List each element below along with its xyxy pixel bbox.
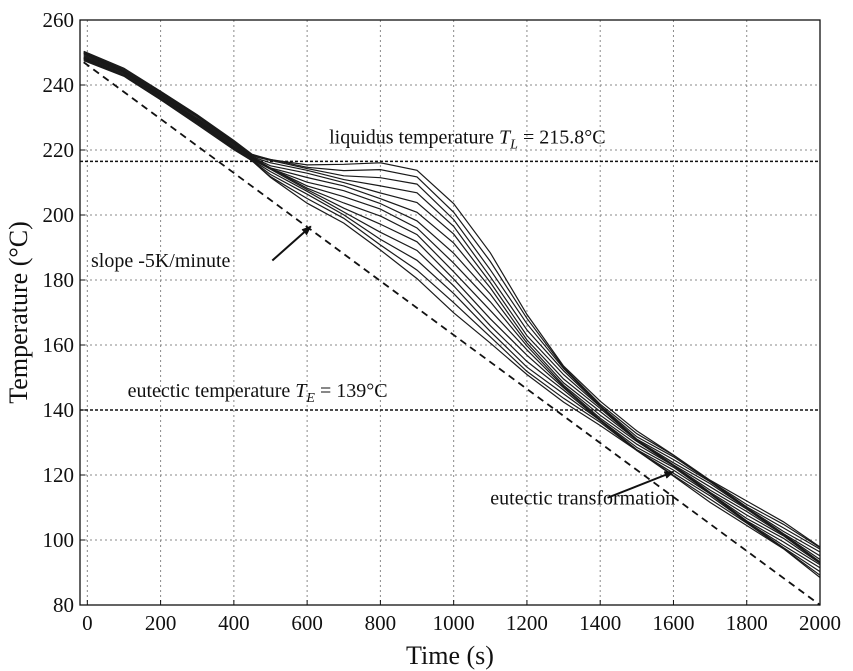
y-tick-label: 160 — [43, 333, 75, 357]
y-tick-label: 220 — [43, 138, 75, 162]
x-tick-label: 1200 — [506, 611, 548, 635]
y-tick-label: 200 — [43, 203, 75, 227]
cooling-curve — [83, 60, 821, 578]
eutectic-annotation: eutectic temperature TE = 139°C — [128, 380, 388, 406]
tick-labels: 0 200 400 600 800 1000 1200 1400 1600 1800 2000 80 1… — [43, 8, 842, 635]
cooling-curve — [83, 53, 821, 560]
slope-arrow — [271, 225, 312, 262]
x-axis-label: Time (s) — [406, 641, 494, 670]
y-axis-label: Temperature (°C) — [4, 221, 33, 404]
transformation-arrow — [607, 470, 675, 499]
plot-frame — [79, 19, 821, 606]
x-tick-label: 1800 — [726, 611, 768, 635]
liquidus-subscript: L — [509, 138, 518, 153]
liquidus-value: = 215.8°C — [518, 127, 606, 149]
eutectic-value: = 139°C — [315, 380, 388, 402]
x-tick-label: 600 — [291, 611, 323, 635]
x-tick-label: 2000 — [799, 611, 841, 635]
x-tick-label: 0 — [82, 611, 93, 635]
liquidus-prefix: liquidus temperature — [329, 127, 499, 149]
slope-annotation: slope -5K/minute — [91, 250, 231, 272]
y-tick-label: 240 — [43, 73, 75, 97]
y-tick-label: 180 — [43, 268, 75, 292]
x-tick-label: 1400 — [579, 611, 621, 635]
cooling-curves — [83, 50, 821, 578]
y-tick-label: 80 — [53, 593, 74, 617]
y-tick-label: 140 — [43, 398, 75, 422]
grid — [80, 19, 821, 606]
x-tick-label: 1600 — [652, 611, 694, 635]
reference-lines — [80, 61, 821, 606]
x-tick-label: 400 — [218, 611, 250, 635]
cooling-curve — [83, 50, 821, 548]
y-tick-label: 100 — [43, 528, 75, 552]
y-tick-label: 260 — [43, 8, 75, 32]
eutectic-symbol: T — [295, 380, 308, 402]
cooling-curve — [83, 54, 821, 563]
cooling-curve — [83, 56, 821, 564]
slope-line — [83, 61, 821, 606]
eutectic-prefix: eutectic temperature — [128, 380, 296, 402]
liquidus-annotation: liquidus temperature TL = 215.8°C — [329, 127, 605, 153]
eutectic-subscript: E — [305, 391, 315, 406]
x-tick-label: 1000 — [433, 611, 475, 635]
y-tick-label: 120 — [43, 463, 75, 487]
x-tick-label: 800 — [365, 611, 397, 635]
x-tick-label: 200 — [145, 611, 177, 635]
liquidus-symbol: T — [499, 127, 512, 149]
eutectic-transformation-annotation: eutectic transformation — [490, 487, 675, 509]
cooling-curve — [83, 58, 821, 576]
